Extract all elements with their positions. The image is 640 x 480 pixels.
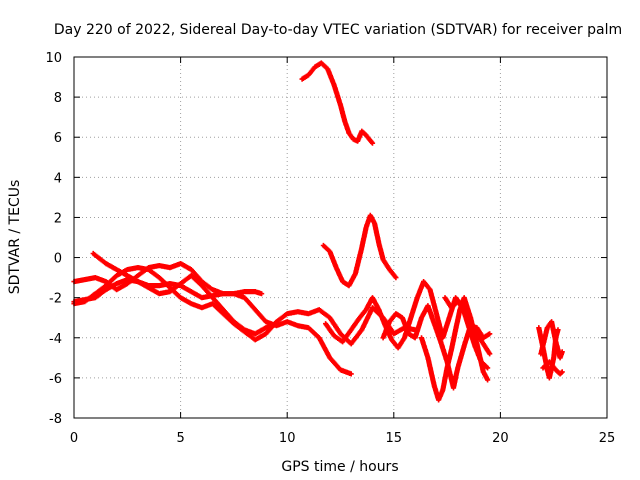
series-markers	[320, 212, 399, 289]
y-tick-label: 6	[54, 131, 62, 146]
x-tick-label: 15	[386, 431, 403, 446]
x-axis-label: GPS time / hours	[281, 459, 398, 475]
y-tick-label: -2	[49, 292, 62, 307]
x-tick-label: 10	[279, 431, 296, 446]
y-tick-label: 0	[54, 252, 62, 267]
data-points	[71, 60, 565, 403]
series-arc-6	[320, 212, 399, 289]
y-tick-label: 4	[54, 171, 62, 186]
y-tick-label: 2	[54, 211, 62, 226]
series-arc-5	[299, 60, 376, 146]
y-tick-label: -8	[49, 412, 62, 427]
y-tick-label: 8	[54, 91, 62, 106]
series-markers	[540, 359, 565, 377]
chart-title: Day 220 of 2022, Sidereal Day-to-day VTE…	[54, 22, 622, 38]
x-tick-label: 0	[70, 431, 78, 446]
x-tick-label: 25	[599, 431, 616, 446]
y-tick-label: -4	[49, 332, 62, 347]
axis-ticks: 0 5 10 15 20 25 -8 -6 -4 -2 0 2 4 6 8 10	[45, 51, 615, 446]
x-tick-label: 5	[176, 431, 184, 446]
series-arc-10	[442, 295, 493, 357]
plot-frame	[73, 56, 608, 419]
y-axis-label: SDTVAR / TECUs	[7, 180, 23, 295]
series-markers	[442, 295, 493, 357]
grid-lines	[74, 57, 607, 418]
series-arc-8	[380, 303, 493, 391]
x-tick-label: 20	[492, 431, 509, 446]
series-arc-12	[538, 319, 565, 361]
series-arc-13	[540, 359, 565, 377]
series-markers	[380, 303, 493, 391]
series-markers	[538, 319, 565, 361]
y-tick-label: -6	[49, 372, 62, 387]
y-tick-label: 10	[45, 51, 62, 66]
series-markers	[299, 60, 376, 146]
